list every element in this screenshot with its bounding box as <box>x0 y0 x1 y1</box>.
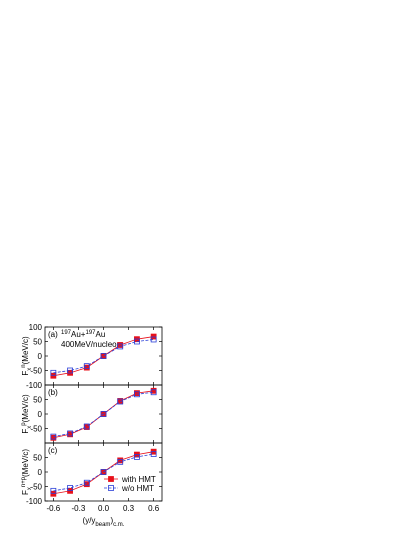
y-tick-label: 50 <box>33 454 42 463</box>
marker <box>83 479 90 486</box>
y-axis-label: Fxp(MeV/c) <box>21 394 33 434</box>
x-axis-label: (y/ybeam)c.m. <box>83 516 125 528</box>
text-part: F <box>21 371 30 376</box>
text-part: ) <box>110 516 113 525</box>
marker <box>134 454 140 460</box>
marker <box>150 451 157 457</box>
series-line <box>53 391 154 438</box>
text-part: x <box>27 487 33 490</box>
y-tick-label: -50 <box>30 367 42 376</box>
y-tick-label: 50 <box>33 396 42 405</box>
text-part: beam <box>95 522 110 528</box>
marker <box>83 363 90 370</box>
marker <box>100 353 107 359</box>
text-part: (y/y <box>83 516 96 525</box>
y-tick-label: 100 <box>29 323 43 332</box>
text-part: x <box>27 368 33 371</box>
text-part: (MeV/c) <box>21 336 30 364</box>
y-tick-label: 0 <box>38 410 43 419</box>
y-tick-label: 50 <box>33 338 42 347</box>
annotation: 197Au+197Au <box>61 330 105 339</box>
marker <box>117 398 124 405</box>
marker <box>100 353 107 359</box>
text-part: 197 <box>85 330 96 336</box>
y-tick-label: -50 <box>30 483 42 492</box>
marker <box>117 343 124 350</box>
marker <box>67 485 73 491</box>
marker <box>67 367 73 374</box>
text-part: p <box>21 422 27 426</box>
legend-marker <box>108 476 114 482</box>
marker <box>50 433 57 440</box>
marker <box>134 391 140 398</box>
legend-label: with HMT <box>121 475 156 484</box>
marker <box>150 389 157 396</box>
y-tick-label: -100 <box>26 497 43 506</box>
marker <box>50 369 57 376</box>
panel-label: (b) <box>48 388 58 397</box>
marker <box>67 430 73 437</box>
text-part: 197 <box>61 330 72 336</box>
series-line <box>53 339 154 374</box>
panel-label: (a) <box>48 330 58 339</box>
marker <box>83 423 90 430</box>
text-part: c.m. <box>113 522 125 528</box>
y-tick-label: -50 <box>30 425 42 434</box>
y-tick-label: 0 <box>38 468 43 477</box>
legend-marker <box>108 485 114 491</box>
y-axis-label: Fxn+p(MeV/c) <box>21 449 33 495</box>
x-tick-label: 0.0 <box>98 504 110 513</box>
annotation: 400MeV/nucleon <box>61 340 121 349</box>
text-part: n <box>21 364 27 367</box>
panel-label: (c) <box>48 446 58 455</box>
y-tick-label: -100 <box>26 381 43 390</box>
marker <box>100 469 107 475</box>
series-line <box>53 453 154 492</box>
marker <box>134 390 140 397</box>
y-tick-label: 0 <box>38 352 43 361</box>
legend-label: w/o HMT <box>121 484 154 493</box>
marker <box>100 411 107 417</box>
marker <box>150 336 157 343</box>
text-part: F <box>21 429 30 434</box>
text-part: x <box>27 426 33 429</box>
text-part: n+p <box>21 476 27 487</box>
text-part: Au <box>96 330 106 339</box>
x-tick-label: -0.6 <box>46 504 60 513</box>
x-tick-label: 0.6 <box>148 504 160 513</box>
text-part: (MeV/c) <box>21 449 30 477</box>
y-axis-label: Fxn(MeV/c) <box>21 336 33 376</box>
marker <box>117 458 124 465</box>
marker <box>134 338 140 345</box>
marker <box>50 487 57 494</box>
text-part: Au+ <box>71 330 86 339</box>
x-tick-label: -0.3 <box>72 504 86 513</box>
text-part: F <box>21 490 30 495</box>
x-tick-label: 0.3 <box>123 504 135 513</box>
marker <box>83 481 90 488</box>
text-part: (MeV/c) <box>21 394 30 422</box>
